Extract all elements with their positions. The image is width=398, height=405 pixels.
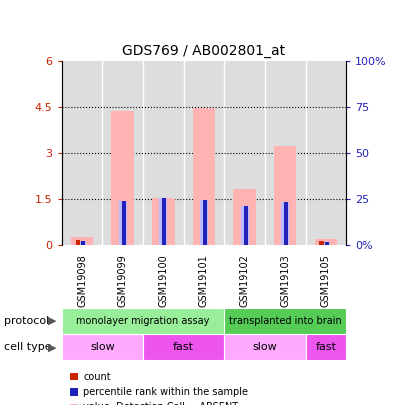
Bar — [71, 237, 93, 245]
Bar — [111, 111, 134, 245]
Bar — [244, 206, 248, 245]
Bar — [325, 242, 329, 245]
Text: fast: fast — [173, 342, 194, 352]
Bar — [285, 202, 289, 245]
Bar — [281, 202, 289, 245]
Text: slow: slow — [90, 342, 115, 352]
Bar — [234, 189, 256, 245]
Text: GSM19105: GSM19105 — [321, 254, 331, 307]
Bar — [76, 241, 80, 245]
Text: GSM19102: GSM19102 — [240, 254, 250, 307]
Text: cell type: cell type — [4, 342, 52, 352]
Bar — [162, 198, 166, 245]
Bar — [62, 334, 143, 360]
Text: fast: fast — [316, 342, 336, 352]
Text: ▶: ▶ — [47, 342, 56, 352]
Bar — [78, 241, 86, 245]
Bar — [203, 200, 207, 245]
Bar — [143, 334, 224, 360]
Bar — [200, 200, 208, 245]
Text: GSM19100: GSM19100 — [158, 254, 168, 307]
Text: GSM19103: GSM19103 — [280, 254, 290, 307]
Bar — [274, 146, 297, 245]
Text: count: count — [83, 372, 111, 382]
Text: value, Detection Call = ABSENT: value, Detection Call = ABSENT — [83, 403, 238, 405]
Bar — [320, 241, 324, 245]
Bar — [224, 334, 306, 360]
Text: GSM19098: GSM19098 — [77, 254, 87, 307]
Title: GDS769 / AB002801_at: GDS769 / AB002801_at — [123, 44, 285, 58]
Bar — [322, 242, 330, 245]
Bar — [315, 239, 337, 245]
Text: percentile rank within the sample: percentile rank within the sample — [83, 387, 248, 397]
Bar — [306, 334, 346, 360]
Text: GSM19101: GSM19101 — [199, 254, 209, 307]
Text: monolayer migration assay: monolayer migration assay — [76, 316, 210, 326]
Bar — [160, 198, 167, 245]
Text: transplanted into brain: transplanted into brain — [229, 316, 341, 326]
Bar — [122, 201, 126, 245]
Bar — [62, 308, 224, 334]
Text: protocol: protocol — [4, 316, 49, 326]
Bar — [193, 109, 215, 245]
Bar — [119, 201, 127, 245]
Bar — [224, 308, 346, 334]
Bar — [81, 241, 85, 245]
Text: ▶: ▶ — [47, 316, 56, 326]
Text: GSM19099: GSM19099 — [118, 254, 128, 307]
Text: slow: slow — [253, 342, 277, 352]
Bar — [241, 206, 248, 245]
Bar — [152, 198, 174, 245]
